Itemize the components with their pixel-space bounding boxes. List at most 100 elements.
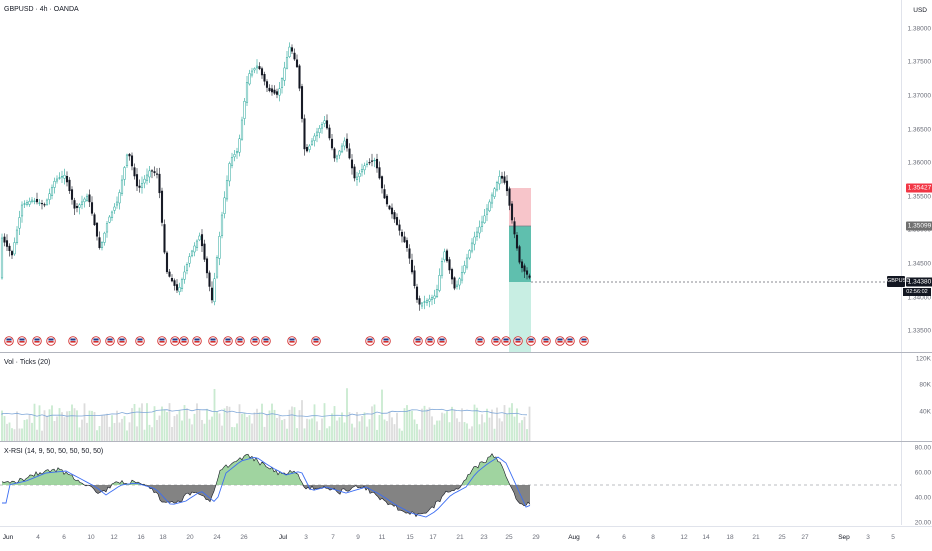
volume-bar <box>401 430 403 441</box>
candle-body <box>465 257 469 268</box>
economic-event-flag-icon[interactable] <box>179 336 189 346</box>
economic-event-flag-icon[interactable] <box>32 336 42 346</box>
candle-body <box>240 119 244 140</box>
volume-bar <box>51 405 53 441</box>
volume-bar <box>108 426 111 441</box>
economic-event-flag-icon[interactable] <box>135 336 145 346</box>
candle-body <box>308 145 311 150</box>
candle-body <box>85 195 89 201</box>
time-scale[interactable]: Jun 4 6 10 12 16 18 20 24 26 Jul 3 7 9 11 15 17 21 23 25 29 A… <box>0 526 932 551</box>
economic-event-flag-icon[interactable] <box>311 336 321 346</box>
economic-event-flag-icon[interactable] <box>565 336 575 346</box>
rsi-pane[interactable]: X-RSI (14, 9, 50, 50, 50, 50, 50) 80.00 6… <box>0 442 932 527</box>
candle-body <box>278 88 281 96</box>
price-scale-label: 1.36500 <box>907 126 932 134</box>
volume-bar <box>423 405 426 441</box>
volume-bar <box>18 428 21 441</box>
economic-event-flag-icon[interactable] <box>413 336 423 346</box>
candle-body <box>253 68 256 71</box>
volume-bar <box>411 410 413 441</box>
economic-event-flag-icon[interactable] <box>157 336 167 346</box>
rsi-title[interactable]: X-RSI (14, 9, 50, 50, 50, 50, 50) <box>4 448 104 455</box>
candle-body <box>338 150 341 156</box>
economic-event-flag-icon[interactable] <box>17 336 27 346</box>
economic-event-flag-icon[interactable] <box>501 336 511 346</box>
volume-bar <box>86 422 88 441</box>
candle-body <box>53 181 56 188</box>
economic-event-flag-icon[interactable] <box>208 336 218 346</box>
time-axis-label: 8 <box>651 534 655 541</box>
volume-bar <box>46 416 48 441</box>
candle-body <box>63 175 66 179</box>
volume-bar <box>106 413 108 441</box>
time-axis-label: 21 <box>752 534 760 541</box>
volume-bar <box>456 418 458 441</box>
candle-body <box>80 201 84 205</box>
economic-event-flag-icon[interactable] <box>250 336 260 346</box>
pane-separator[interactable] <box>0 352 932 353</box>
economic-event-flag-icon[interactable] <box>541 336 551 346</box>
candle-body <box>525 270 529 275</box>
candle-body <box>373 160 376 162</box>
volume-bar <box>513 416 516 441</box>
volume-pane[interactable]: Vol · Ticks (20) 120K 80K 40K <box>0 353 932 441</box>
economic-event-flag-icon[interactable] <box>526 336 536 346</box>
economic-event-flag-icon[interactable] <box>4 336 14 346</box>
candle-body <box>333 148 336 159</box>
economic-event-flag-icon[interactable] <box>192 336 202 346</box>
time-axis-label: 21 <box>456 534 464 541</box>
economic-event-flag-icon[interactable] <box>381 336 391 346</box>
economic-event-flag-icon[interactable] <box>437 336 447 346</box>
economic-event-flag-icon[interactable] <box>365 336 375 346</box>
volume-bar <box>426 409 428 441</box>
economic-event-flag-icon[interactable] <box>68 336 78 346</box>
volume-bar <box>231 427 233 441</box>
economic-event-flag-icon[interactable] <box>91 336 101 346</box>
economic-event-flag-icon[interactable] <box>117 336 127 346</box>
candle-body <box>183 271 186 280</box>
economic-event-flag-icon[interactable] <box>261 336 271 346</box>
volume-bar <box>521 420 523 441</box>
pane-separator[interactable] <box>0 441 932 442</box>
volume-bar <box>393 424 396 441</box>
candle-body <box>365 163 369 165</box>
volume-title[interactable]: Vol · Ticks (20) <box>4 359 51 366</box>
candle-body <box>480 221 484 227</box>
time-axis-label: 12 <box>110 534 118 541</box>
economic-event-flag-icon[interactable] <box>105 336 115 346</box>
economic-event-flag-icon[interactable] <box>579 336 589 346</box>
economic-event-flag-icon[interactable] <box>555 336 565 346</box>
economic-event-flag-icon[interactable] <box>425 336 435 346</box>
candle-body <box>23 203 26 205</box>
volume-bar <box>16 411 18 441</box>
candle-body <box>258 66 261 70</box>
economic-event-flag-icon[interactable] <box>223 336 233 346</box>
volume-bar <box>418 429 421 441</box>
stop-loss-zone[interactable] <box>509 188 531 226</box>
economic-event-flag-icon[interactable] <box>491 336 501 346</box>
candlestick-chart[interactable] <box>0 0 901 352</box>
candle-body <box>383 189 386 199</box>
candle-body <box>273 89 276 94</box>
price-pane[interactable]: GBPUSD · 4h · OANDA USD 1.38000 1.37500 1.… <box>0 0 932 352</box>
rsi-scale[interactable]: 80.00 60.00 40.00 20.00 <box>901 442 932 527</box>
economic-event-flag-icon[interactable] <box>235 336 245 346</box>
candle-body <box>208 272 211 287</box>
volume-scale[interactable]: 120K 80K 40K <box>901 353 932 441</box>
economic-event-flag-icon[interactable] <box>287 336 297 346</box>
candle-body <box>263 73 266 82</box>
candle-body <box>293 52 296 60</box>
time-axis-label: 4 <box>596 534 600 541</box>
candle-body <box>73 200 76 209</box>
volume-bar <box>251 423 253 441</box>
price-scale[interactable]: USD 1.38000 1.37500 1.37000 1.36500 1.36000 1… <box>901 0 932 352</box>
economic-event-flag-icon[interactable] <box>513 336 523 346</box>
rsi-bearish-fill <box>2 485 530 517</box>
candle-body <box>120 179 124 194</box>
economic-event-flag-icon[interactable] <box>46 336 56 346</box>
candle-body <box>230 157 234 166</box>
economic-event-flag-icon[interactable] <box>475 336 485 346</box>
candle-body <box>215 257 219 278</box>
candle-body <box>225 180 229 200</box>
economic-event-flag-icon[interactable] <box>170 336 180 346</box>
